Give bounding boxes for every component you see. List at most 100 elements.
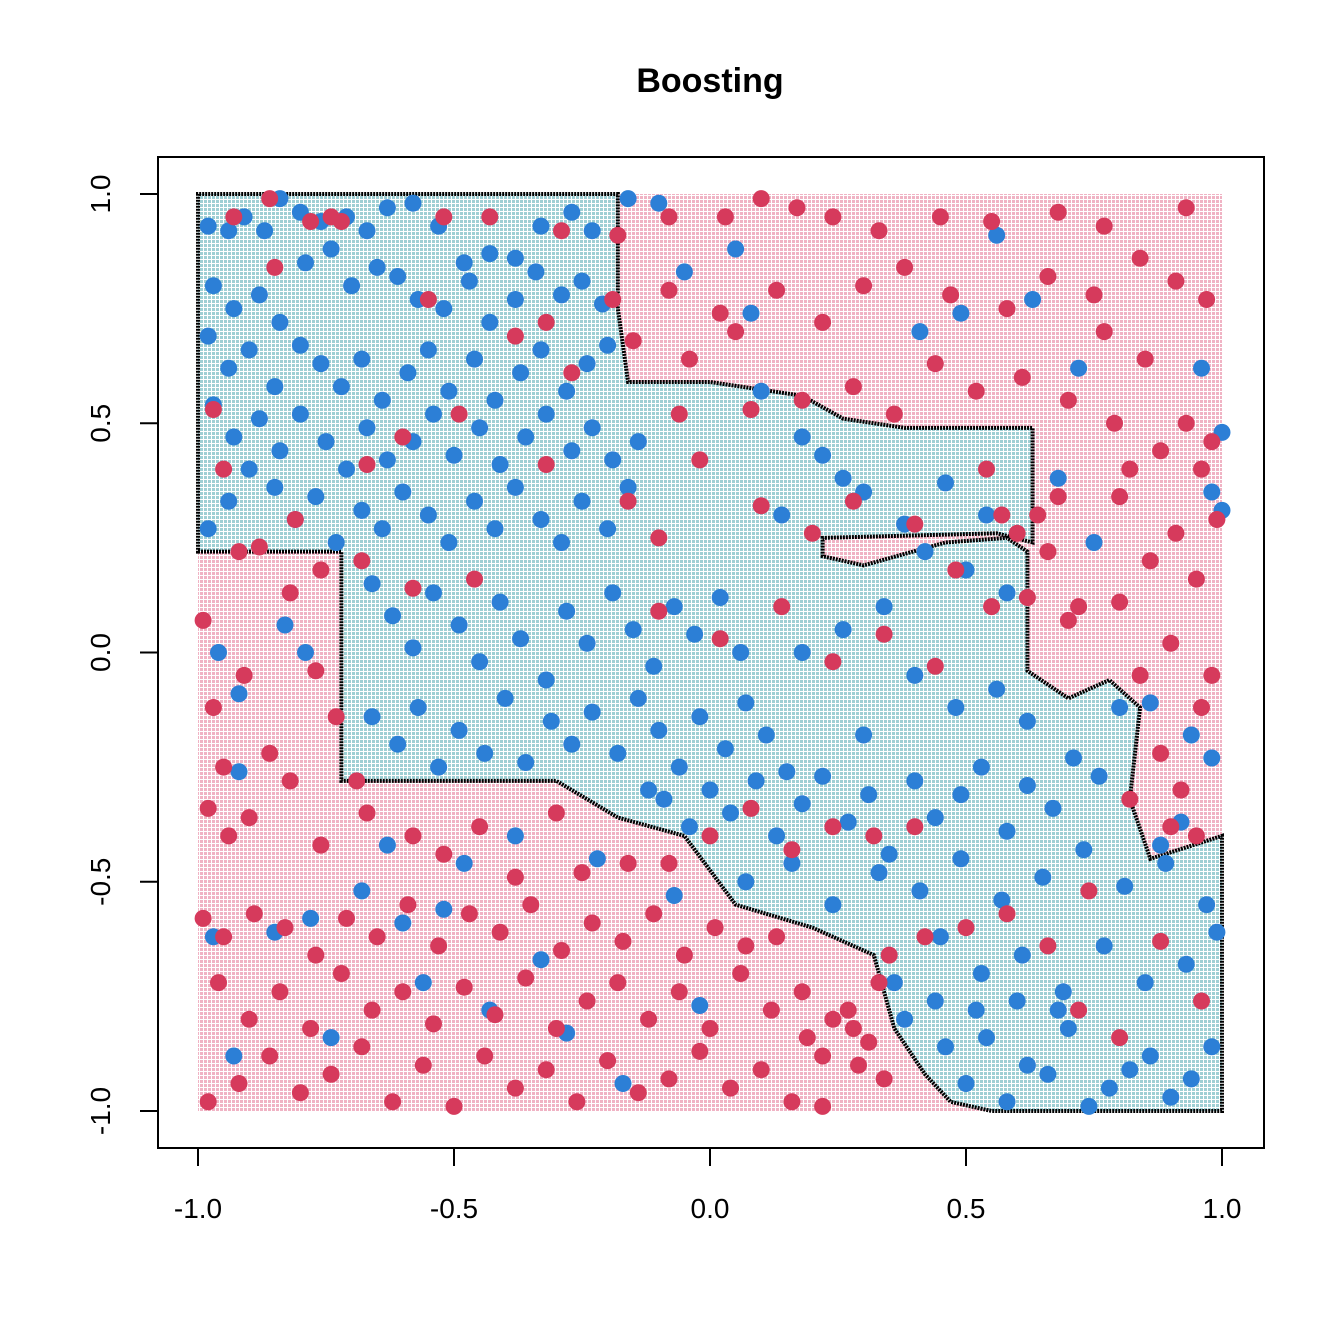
point-red (537, 313, 555, 331)
point-red (1039, 268, 1057, 285)
point-blue (532, 217, 550, 235)
y-tick-label: 0.0 (85, 633, 116, 672)
point-blue (793, 795, 811, 813)
point-red (998, 300, 1016, 318)
point-blue (466, 492, 483, 510)
point-red (1121, 460, 1139, 478)
point-blue (220, 492, 238, 510)
point-blue (322, 1029, 340, 1047)
point-blue (471, 419, 489, 437)
point-blue (834, 469, 852, 487)
point-red (430, 937, 448, 955)
point-blue (553, 286, 570, 304)
point-red (506, 868, 524, 886)
point-blue (747, 772, 765, 790)
point-blue (225, 1047, 243, 1065)
point-red (998, 905, 1016, 923)
point-blue (952, 304, 970, 322)
point-red (537, 456, 555, 473)
point-blue (332, 378, 350, 396)
point-red (1152, 744, 1170, 762)
point-blue (373, 520, 391, 538)
point-blue (839, 813, 857, 831)
point-blue (578, 634, 596, 652)
point-blue (312, 355, 330, 373)
point-red (824, 653, 842, 671)
point-blue (466, 350, 483, 368)
point-red (691, 451, 709, 469)
point-red (537, 1061, 555, 1079)
point-blue (471, 653, 489, 671)
point-blue (926, 809, 944, 827)
point-blue (716, 740, 734, 758)
point-red (394, 983, 412, 1001)
point-red (194, 909, 212, 927)
point-blue (404, 639, 422, 657)
point-red (640, 1010, 658, 1028)
point-blue (358, 222, 376, 240)
y-axis: -1.0 -0.5 0.0 0.5 1.0 (85, 175, 159, 1135)
x-tick-label: 0.5 (947, 1193, 986, 1224)
point-blue (553, 534, 570, 551)
point-red (609, 974, 627, 992)
point-red (486, 1006, 504, 1024)
point-red (752, 497, 770, 515)
point-red (947, 561, 965, 579)
point-red (711, 630, 729, 648)
point-blue (353, 350, 371, 368)
decision-boundary (196, 192, 1224, 1113)
point-blue (860, 786, 878, 804)
point-blue (814, 446, 832, 464)
point-blue (455, 254, 473, 272)
point-blue (363, 708, 381, 726)
point-blue (240, 341, 258, 359)
point-blue (210, 644, 227, 661)
point-red (660, 1070, 678, 1088)
point-blue (619, 478, 637, 496)
point-red (302, 1020, 320, 1037)
point-red (517, 969, 535, 987)
point-blue (1198, 896, 1216, 914)
point-blue (1018, 777, 1036, 794)
point-red (384, 1093, 402, 1111)
point-red (491, 923, 509, 941)
point-blue (814, 767, 832, 785)
point-red (814, 1097, 832, 1115)
point-red (394, 428, 412, 446)
point-blue (727, 240, 745, 258)
point-blue (614, 1075, 632, 1092)
point-blue (1177, 955, 1195, 973)
point-blue (1182, 726, 1200, 744)
point-blue (496, 689, 514, 707)
point-red (399, 896, 417, 914)
point-red (1013, 368, 1031, 386)
point-blue (343, 277, 361, 295)
point-blue (225, 300, 243, 318)
point-red (1111, 1029, 1129, 1047)
point-red (583, 914, 601, 932)
point-red (681, 350, 698, 368)
point-blue (378, 836, 396, 854)
point-blue (512, 630, 530, 648)
point-blue (768, 827, 786, 845)
x-axis: -1.0 -0.5 0.0 0.5 1.0 (174, 1147, 1241, 1224)
point-blue (1203, 749, 1221, 767)
point-blue (967, 1001, 985, 1019)
point-blue (911, 882, 929, 900)
point-red (435, 208, 453, 226)
point-red (312, 836, 330, 854)
point-red (220, 827, 238, 845)
point-blue (870, 864, 888, 882)
point-blue (1049, 469, 1067, 487)
point-blue (1136, 974, 1154, 992)
point-blue (675, 263, 693, 281)
point-red (261, 1047, 279, 1065)
point-red (978, 460, 995, 478)
region-blue (198, 194, 1222, 1111)
point-blue (911, 323, 929, 341)
point-red (916, 928, 934, 946)
point-blue (225, 428, 243, 446)
point-blue (450, 616, 468, 634)
point-blue (440, 382, 458, 400)
point-red (875, 1070, 893, 1088)
